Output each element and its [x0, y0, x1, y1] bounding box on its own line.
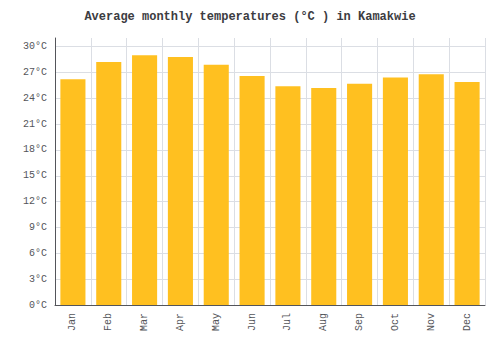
svg-text:9°C: 9°C: [29, 222, 47, 233]
svg-text:Average monthly temperatures (: Average monthly temperatures (°C ) in Ka…: [84, 10, 415, 24]
svg-text:May: May: [211, 313, 222, 331]
svg-text:12°C: 12°C: [23, 196, 47, 207]
svg-text:3°C: 3°C: [29, 274, 47, 285]
svg-text:27°C: 27°C: [23, 67, 47, 78]
svg-text:Jan: Jan: [67, 313, 78, 331]
svg-text:Aug: Aug: [318, 313, 329, 331]
svg-text:Oct: Oct: [390, 313, 401, 331]
svg-text:21°C: 21°C: [23, 119, 47, 130]
svg-text:Feb: Feb: [103, 313, 114, 331]
svg-text:30°C: 30°C: [23, 41, 47, 52]
svg-text:24°C: 24°C: [23, 93, 47, 104]
svg-text:Dec: Dec: [462, 313, 473, 331]
svg-text:Nov: Nov: [426, 313, 437, 331]
svg-text:Jul: Jul: [282, 313, 293, 331]
svg-text:Jun: Jun: [247, 313, 258, 331]
svg-text:Sep: Sep: [354, 313, 365, 331]
svg-text:Apr: Apr: [175, 313, 186, 331]
svg-text:Mar: Mar: [139, 313, 150, 331]
svg-text:0°C: 0°C: [29, 300, 47, 311]
svg-text:6°C: 6°C: [29, 248, 47, 259]
svg-text:18°C: 18°C: [23, 144, 47, 155]
svg-text:15°C: 15°C: [23, 170, 47, 181]
